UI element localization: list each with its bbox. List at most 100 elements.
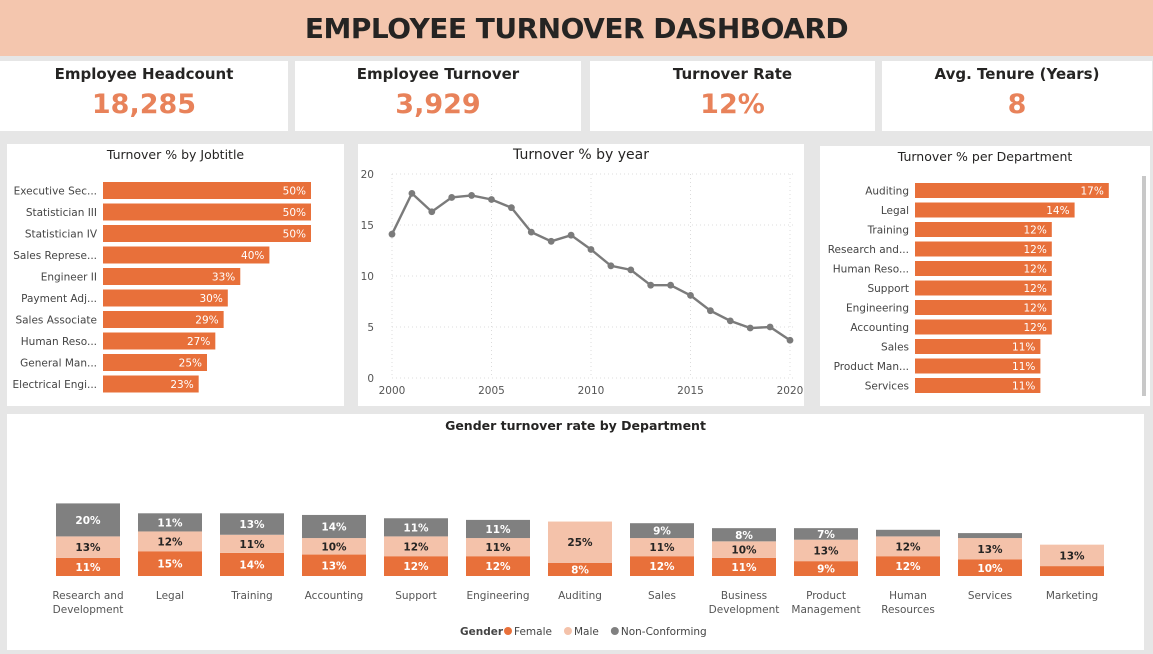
bar	[103, 246, 270, 264]
data-point	[488, 196, 495, 203]
bar	[915, 280, 1052, 296]
data-label: 11%	[1012, 342, 1035, 354]
data-point	[726, 317, 734, 325]
x-tick-label: 2010	[578, 385, 605, 397]
data-label: 13%	[239, 519, 265, 531]
bar-segment	[302, 554, 366, 576]
bar-segment	[712, 557, 776, 576]
category-label: Accounting	[850, 322, 909, 334]
bar-segment	[548, 562, 612, 576]
data-point	[388, 230, 396, 238]
data-point	[408, 189, 416, 197]
kpi-card-turnover[interactable]: Employee Turnover 3,929	[295, 61, 581, 131]
bar	[103, 289, 228, 307]
data-label: 11%	[1012, 361, 1035, 373]
bar-segment	[548, 521, 612, 563]
kpi-card-turnover-rate[interactable]: Turnover Rate 12%	[590, 61, 875, 131]
category-label: Services	[968, 590, 1012, 602]
bar-segment	[794, 528, 858, 540]
category-label: Statistician III	[26, 207, 97, 219]
jobtitle-chart-card[interactable]: Turnover % by Jobtitle Executive Sec... 5…	[7, 144, 344, 406]
category-label: Human Reso...	[833, 264, 909, 276]
bar	[915, 183, 1109, 198]
data-label: 15%	[157, 559, 183, 571]
bar-segment	[712, 541, 776, 558]
category-label: Development	[53, 604, 124, 616]
data-point	[508, 204, 515, 212]
dashboard-title: EMPLOYEE TURNOVER DASHBOARD	[304, 11, 849, 45]
data-label: 11%	[403, 522, 429, 534]
bar-segment	[384, 536, 448, 557]
data-label: 12%	[1023, 303, 1046, 315]
data-label: 11%	[649, 542, 675, 554]
bar-segment	[302, 514, 366, 539]
data-label: 14%	[239, 559, 265, 571]
data-label: 20%	[75, 515, 101, 527]
category-label: Engineer II	[41, 272, 97, 284]
bar	[915, 339, 1041, 354]
bar-segment	[630, 523, 694, 539]
data-point	[587, 246, 595, 253]
bar-segment	[220, 534, 284, 553]
category-label: Research and	[52, 590, 123, 602]
data-label: 50%	[283, 186, 306, 198]
data-point	[607, 262, 615, 270]
bar-segment	[56, 503, 120, 537]
data-point	[567, 231, 575, 239]
bar-segment	[958, 533, 1022, 539]
data-label: 13%	[977, 544, 1003, 556]
bar	[103, 182, 311, 199]
category-label: Electrical Engi...	[13, 379, 97, 391]
kpi-label: Turnover Rate	[672, 65, 793, 83]
category-label: Product	[806, 590, 846, 602]
bar	[103, 332, 216, 350]
department-chart-card[interactable]: Turnover % per Department Auditing 17% Leg…	[820, 146, 1150, 406]
scrollbar[interactable]	[1142, 176, 1146, 396]
data-label: 12%	[1023, 225, 1046, 237]
data-label: 12%	[1023, 264, 1046, 276]
data-label: 13%	[813, 545, 839, 557]
category-label: Sales	[881, 342, 909, 354]
data-label: 7%	[817, 529, 835, 541]
category-label: Engineering	[467, 590, 530, 602]
data-label: 12%	[157, 536, 183, 548]
kpi-card-headcount[interactable]: Employee Headcount 18,285	[0, 61, 288, 131]
bar	[103, 354, 207, 371]
bar-segment	[630, 538, 694, 557]
category-label: Sales Represe...	[13, 250, 97, 262]
data-label: 8%	[735, 530, 753, 542]
data-label: 12%	[895, 541, 921, 553]
bar-segment	[220, 552, 284, 576]
data-label: 12%	[403, 541, 429, 553]
kpi-card-avg-tenure[interactable]: Avg. Tenure (Years) 8	[882, 61, 1152, 131]
category-label: Business	[721, 590, 767, 602]
bar	[915, 378, 1041, 393]
data-point	[667, 281, 674, 289]
bar-segment	[958, 559, 1022, 576]
bar-segment	[384, 556, 448, 576]
category-label: Support	[395, 590, 437, 602]
category-label: Engineering	[846, 303, 909, 315]
bar	[103, 203, 311, 221]
legend-marker	[610, 627, 619, 635]
data-label: 9%	[817, 564, 835, 576]
data-point	[707, 307, 714, 315]
category-label: Resources	[881, 604, 935, 616]
bar-segment	[876, 529, 940, 537]
kpi-value: 8	[1007, 89, 1027, 120]
data-label: 50%	[283, 207, 306, 219]
bar	[915, 222, 1052, 237]
category-label: Statistician IV	[25, 229, 98, 241]
category-label: Support	[867, 283, 909, 295]
bar	[103, 375, 199, 393]
legend-item: Female	[514, 626, 552, 638]
year-chart-card[interactable]: Turnover % by year 0 5 10 15 20 2000 2005 2010 2…	[358, 144, 804, 406]
data-label: 11%	[75, 562, 101, 574]
bar	[103, 311, 224, 328]
dashboard-header: EMPLOYEE TURNOVER DASHBOARD	[0, 0, 1153, 56]
legend-marker	[504, 627, 512, 635]
bar-segment	[138, 513, 202, 532]
category-label: Human Reso...	[21, 336, 97, 348]
gender-chart-card[interactable]: Gender turnover rate by Department 11% 13…	[7, 414, 1144, 650]
data-label: 12%	[403, 561, 429, 573]
